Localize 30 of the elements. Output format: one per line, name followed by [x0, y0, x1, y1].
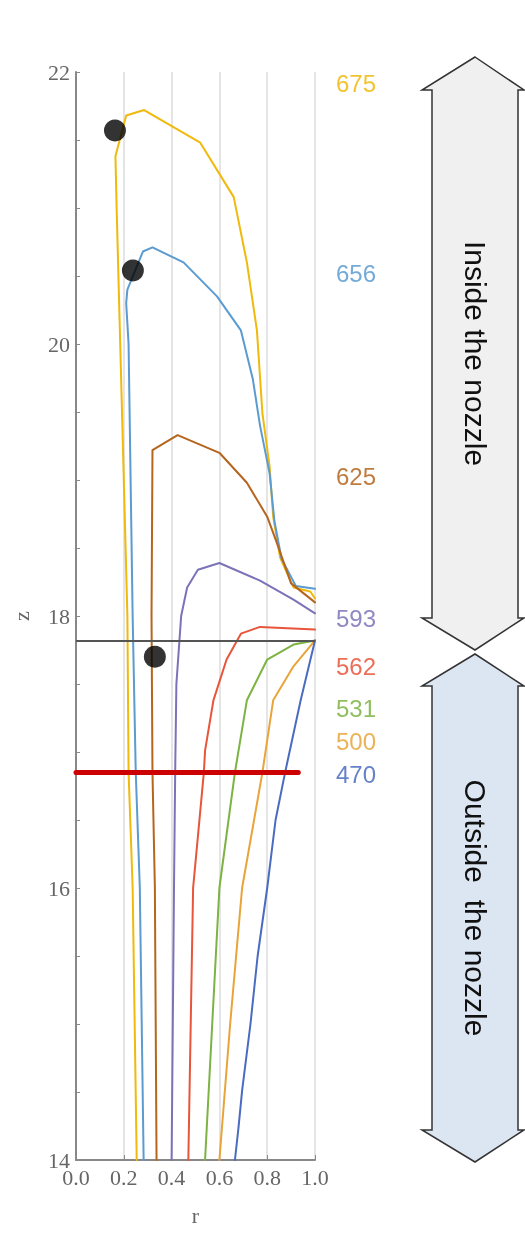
text: 625 — [336, 462, 377, 490]
text: Inside the nozzle — [458, 240, 492, 467]
line-series — [125, 246, 316, 1161]
point — [121, 259, 144, 282]
line-series — [150, 434, 316, 1161]
y-axis-title: z — [8, 610, 34, 621]
text: 500 — [336, 727, 377, 755]
y-tick-label: 16 — [48, 875, 70, 901]
y-tick-label: 22 — [48, 59, 70, 85]
point — [143, 645, 166, 668]
text: 531 — [336, 694, 377, 722]
text: Outside the nozzle — [458, 779, 492, 1037]
x-axis-title: r — [191, 1202, 200, 1228]
text: 675 — [336, 69, 377, 97]
x-tick-label: 0.8 — [253, 1164, 281, 1190]
line-series — [233, 639, 316, 1161]
x-tick-label: 0.6 — [205, 1164, 234, 1190]
line-series — [114, 109, 316, 1161]
x-tick-label: 1.0 — [301, 1164, 329, 1190]
y-tick-label: 20 — [48, 331, 70, 357]
series-label: 470 — [336, 760, 377, 788]
point — [103, 119, 126, 142]
series-label: 593 — [336, 604, 377, 632]
series-label: 562 — [336, 652, 377, 680]
x-tick-label: 0.2 — [110, 1164, 138, 1190]
line-series — [187, 625, 316, 1161]
line-series — [170, 561, 316, 1161]
text: 656 — [336, 259, 377, 287]
y-tick-label: 18 — [48, 603, 70, 629]
x-tick-label: 0.4 — [157, 1164, 186, 1190]
